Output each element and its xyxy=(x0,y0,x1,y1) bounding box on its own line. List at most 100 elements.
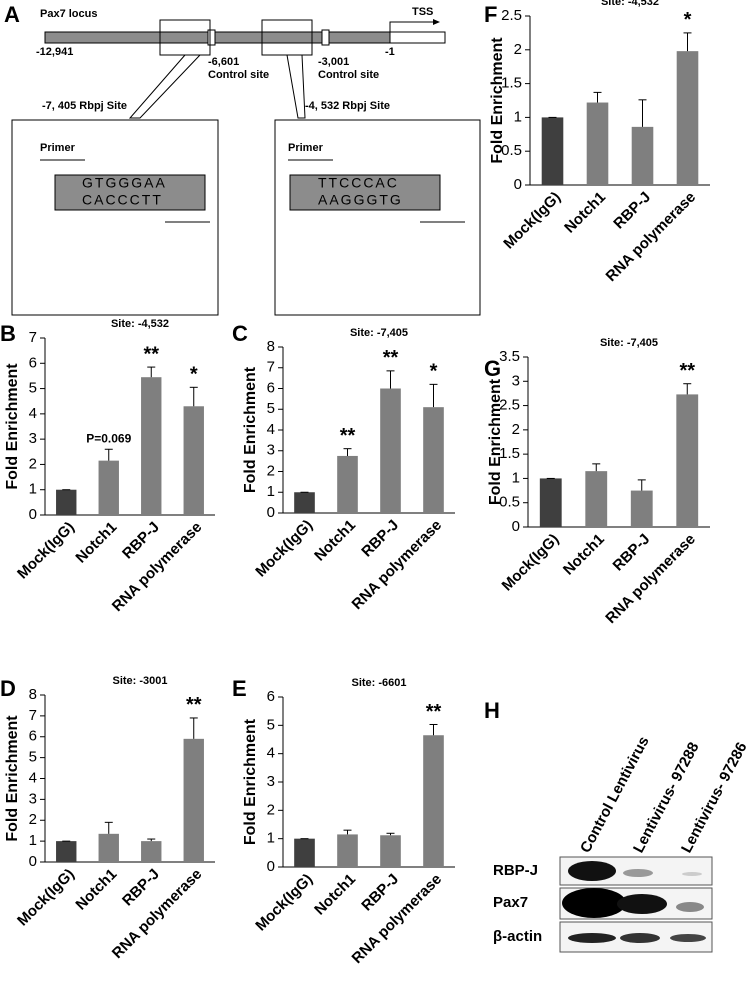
chart-title: Site: -6601 xyxy=(351,677,406,689)
annotation: ** xyxy=(186,694,202,716)
control-box xyxy=(321,29,330,46)
control-position: -3,001 xyxy=(318,56,349,68)
control-label: Control site xyxy=(318,69,379,81)
x-tick-label: Notch1 xyxy=(561,189,609,237)
y-tick-label: 3 xyxy=(512,372,520,389)
x-tick-label: Mock(IgG) xyxy=(252,517,316,581)
annotation: ** xyxy=(143,343,159,365)
sequence: AAGGGTG xyxy=(318,192,403,208)
x-tick-label: Notch1 xyxy=(72,866,120,914)
y-tick-label: 6 xyxy=(29,728,37,745)
y-axis-label: Fold Enrichment xyxy=(487,378,504,505)
panel-letter: H xyxy=(484,698,500,723)
y-tick-label: 0 xyxy=(29,853,37,870)
panel-letter: D xyxy=(0,676,16,701)
y-tick-label: 2 xyxy=(512,421,520,438)
bar xyxy=(56,841,77,862)
site-detail xyxy=(11,119,219,316)
panel-letter: G xyxy=(484,356,501,381)
y-tick-label: 3.5 xyxy=(499,348,520,365)
sequence-box xyxy=(289,174,441,211)
x-tick-label: Notch1 xyxy=(72,519,120,567)
primer-label: Primer xyxy=(40,142,76,154)
chart-title: Site: -4,532 xyxy=(601,0,659,8)
sequence: CACCCTT xyxy=(82,192,163,208)
bar xyxy=(541,117,564,185)
y-tick-label: 1 xyxy=(267,483,275,500)
y-tick-label: 1 xyxy=(267,830,275,847)
y-tick-label: 8 xyxy=(29,686,37,703)
y-tick-label: 4 xyxy=(267,421,275,438)
chart-title: Site: -7,405 xyxy=(600,337,658,349)
y-tick-label: 1 xyxy=(29,832,37,849)
x-tick-label: Notch1 xyxy=(311,517,359,565)
x-tick-label: Mock(IgG) xyxy=(500,189,564,253)
y-tick-label: 1.5 xyxy=(499,445,520,462)
y-tick-label: 5 xyxy=(29,380,37,397)
y-tick-label: 1 xyxy=(29,481,37,498)
locus-bar xyxy=(44,31,391,44)
y-tick-label: 4 xyxy=(267,745,275,762)
row-label: Pax7 xyxy=(493,894,528,911)
panel-letter: A xyxy=(4,2,20,27)
y-tick-label: 5 xyxy=(267,716,275,733)
arrow-head xyxy=(433,19,440,25)
blot: H Control Lentivirus Lentivirus- 97288 L… xyxy=(484,698,750,953)
band xyxy=(620,933,660,943)
locus-label: Pax7 locus xyxy=(40,8,97,20)
bar xyxy=(141,841,162,862)
bar xyxy=(141,377,162,515)
bar xyxy=(676,394,699,527)
bar xyxy=(586,102,609,185)
band xyxy=(568,861,616,881)
band xyxy=(617,894,667,914)
band xyxy=(568,933,616,943)
band xyxy=(670,934,706,942)
y-tick-label: 0.5 xyxy=(501,142,522,159)
y-tick-label: 7 xyxy=(29,329,37,346)
tss-arrow xyxy=(389,21,435,32)
y-tick-label: 7 xyxy=(267,359,275,376)
bar xyxy=(183,738,204,862)
y-tick-label: 5 xyxy=(29,749,37,766)
bar xyxy=(56,489,77,515)
bar xyxy=(337,455,358,513)
gene-box xyxy=(389,31,446,44)
panel-letter: F xyxy=(484,2,497,27)
y-tick-label: 1 xyxy=(512,469,520,486)
band xyxy=(623,869,653,877)
y-tick-label: 2 xyxy=(514,41,522,58)
sequence-box xyxy=(54,174,206,211)
y-tick-label: 2 xyxy=(267,462,275,479)
annotation: P=0.069 xyxy=(86,431,131,445)
y-tick-label: 2 xyxy=(29,811,37,828)
x-tick-label: Notch1 xyxy=(311,871,359,919)
y-axis-label: Fold Enrichment xyxy=(242,366,259,493)
y-axis-label: Fold Enrichment xyxy=(4,363,21,490)
row-label: β-actin xyxy=(493,928,542,945)
y-tick-label: 4 xyxy=(29,769,37,786)
bar xyxy=(585,471,608,527)
panel-letter: C xyxy=(232,321,248,346)
bar xyxy=(423,735,444,867)
y-tick-label: 3 xyxy=(29,790,37,807)
tss-label: TSS xyxy=(412,6,433,18)
control-box xyxy=(207,29,216,46)
annotation: ** xyxy=(426,701,442,723)
annotation: ** xyxy=(679,360,695,382)
y-tick-label: 3 xyxy=(267,442,275,459)
y-tick-label: 2.5 xyxy=(499,397,520,414)
panel-letter: B xyxy=(0,321,16,346)
y-axis-label: Fold Enrichment xyxy=(4,715,21,842)
bar xyxy=(631,126,654,185)
y-tick-label: 2.5 xyxy=(501,7,522,24)
y-tick-label: 5 xyxy=(267,400,275,417)
chart-title: Site: -3001 xyxy=(112,675,167,687)
y-tick-label: 6 xyxy=(267,379,275,396)
bar xyxy=(630,490,653,527)
y-tick-label: 3 xyxy=(267,773,275,790)
y-tick-label: 1.5 xyxy=(501,75,522,92)
bar xyxy=(98,460,119,515)
